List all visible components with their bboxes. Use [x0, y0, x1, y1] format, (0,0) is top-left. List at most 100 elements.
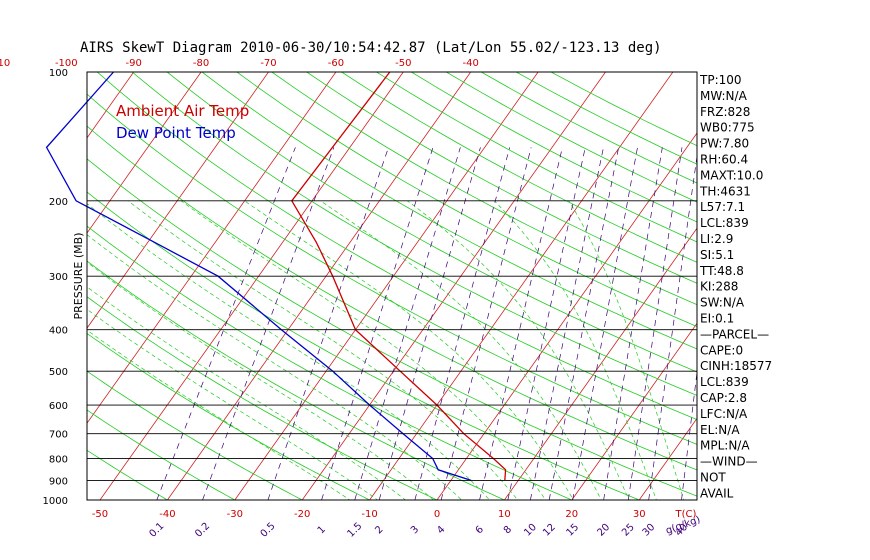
moist-adiabat-line	[87, 286, 407, 500]
moist-adiabat-line	[494, 200, 657, 500]
mixing-ratio-label: 1	[316, 524, 328, 536]
index-line: CAP:2.8	[700, 391, 747, 405]
mixing-ratio-line	[548, 147, 619, 500]
dry-adiabat-line	[341, 72, 697, 263]
bottom-temp-tick-label: 10	[498, 509, 511, 520]
mixing-ratio-line	[530, 147, 604, 500]
bottom-temp-tick-label: -10	[361, 509, 377, 520]
index-line: PW:7.80	[700, 137, 749, 151]
mixing-ratio-line	[572, 147, 638, 500]
isotherm-line	[87, 72, 202, 234]
dry-adiabat-line	[201, 72, 697, 350]
top-temp-tick-label: -70	[260, 58, 276, 69]
bottom-temp-tick-label: -30	[227, 509, 243, 520]
index-line: CAPE:0	[700, 343, 743, 357]
mixing-ratio-line	[603, 147, 663, 500]
pressure-tick-label: 800	[49, 455, 68, 466]
pressure-tick-label: 200	[49, 197, 68, 208]
dry-adiabat-line	[166, 72, 697, 373]
index-line: AVAIL	[700, 486, 734, 500]
top-temp-tick-label: -110	[0, 58, 10, 69]
bottom-temp-tick-label: 30	[633, 509, 646, 520]
dew-point-temp-line	[45, 71, 472, 482]
pressure-tick-label: 100	[49, 68, 68, 79]
isotherm-line	[87, 72, 269, 329]
index-line: EI:0.1	[700, 312, 734, 326]
index-line: —WIND—	[700, 455, 758, 469]
index-line: MAXT:10.0	[700, 168, 763, 182]
mixing-ratio-label: 8	[502, 524, 514, 536]
index-line: TT:48.8	[699, 264, 744, 278]
dry-adiabat-line	[87, 449, 169, 500]
mixing-ratio-label: 3	[409, 524, 421, 536]
pressure-tick-label: 400	[49, 326, 68, 337]
dry-adiabat-line	[87, 260, 506, 500]
index-line: LI:2.9	[700, 232, 733, 246]
bottom-temp-tick-label: 0	[434, 509, 440, 520]
bottom-temp-tick-label: 20	[565, 509, 578, 520]
moist-adiabat-line	[87, 261, 435, 500]
isotherm-line	[369, 72, 674, 500]
mixing-ratio-line	[156, 147, 296, 500]
isotherm-line	[99, 72, 404, 500]
mixing-ratio-line	[627, 147, 683, 500]
top-temp-tick-label: -60	[328, 58, 344, 69]
moist-adiabat-line	[407, 200, 630, 500]
mixing-ratio-label: 1.5	[345, 521, 364, 540]
moist-adiabat-line	[320, 200, 602, 500]
moist-adiabat-line	[87, 308, 379, 500]
isotherm-line	[571, 322, 697, 500]
moist-adiabat-line	[87, 203, 491, 500]
isotherm-line	[234, 72, 539, 500]
mixing-ratio-line	[507, 147, 586, 500]
top-temp-tick-label: -100	[55, 58, 78, 69]
index-line: MPL:N/A	[700, 439, 750, 453]
mixing-ratio-line	[267, 147, 389, 500]
pressure-tick-label: 600	[49, 401, 68, 412]
mixing-ratio-line	[414, 147, 511, 500]
dry-adiabat-line	[87, 296, 438, 500]
dry-adiabat-line	[87, 332, 371, 500]
isotherm-line	[638, 417, 697, 500]
mixing-ratio-line	[440, 147, 532, 500]
legend-ambient-air-temp: Ambient Air Temp	[116, 102, 249, 120]
index-line: NOT	[700, 471, 726, 485]
mixing-ratio-label: 20	[595, 522, 612, 539]
mixing-ratio-label: 15	[564, 522, 581, 539]
grid-layer	[87, 72, 870, 500]
dry-adiabat-line	[96, 72, 697, 421]
index-line: MW:N/A	[700, 89, 748, 103]
dry-adiabat-line	[236, 72, 697, 328]
mixing-ratio-label: 12	[541, 522, 558, 539]
mixing-ratio-line	[648, 153, 697, 500]
index-line: LCL:839	[700, 375, 749, 389]
dry-adiabat-line	[87, 191, 641, 500]
mixing-ratio-label: 0.2	[193, 521, 212, 540]
stability-indices: TP:100 MW:N/A FRZ:828 WB0:775 PW:7.80 RH:60.4…	[699, 73, 772, 500]
index-line: FRZ:828	[700, 105, 750, 119]
legend-dew-point-temp: Dew Point Temp	[116, 124, 236, 142]
isotherm-line	[841, 72, 870, 500]
bottom-temp-tick-label: -20	[294, 509, 310, 520]
index-line: SI:5.1	[700, 248, 734, 262]
top-temp-tick-label: -50	[395, 58, 411, 69]
x-axis-label: T(C)	[675, 509, 697, 520]
dry-adiabat-line	[516, 72, 697, 165]
dry-adiabat-line	[87, 225, 573, 500]
top-temp-tick-label: -40	[463, 58, 479, 69]
isotherm-line	[87, 72, 337, 424]
dry-adiabat-line	[87, 370, 304, 500]
mixing-ratio-line	[479, 147, 563, 500]
pressure-tick-label: 1000	[43, 496, 68, 507]
moist-adiabat-line	[87, 234, 463, 500]
dry-adiabat-line	[271, 72, 697, 306]
pressure-tick-label: 300	[49, 272, 68, 283]
index-line: LFC:N/A	[700, 407, 748, 421]
moist-adiabat-line	[127, 200, 519, 500]
mixing-ratio-label: 4	[435, 524, 447, 536]
dry-adiabat-line	[87, 93, 697, 445]
mixing-ratio-label: 6	[474, 524, 486, 536]
dry-adiabat-line	[87, 409, 236, 500]
